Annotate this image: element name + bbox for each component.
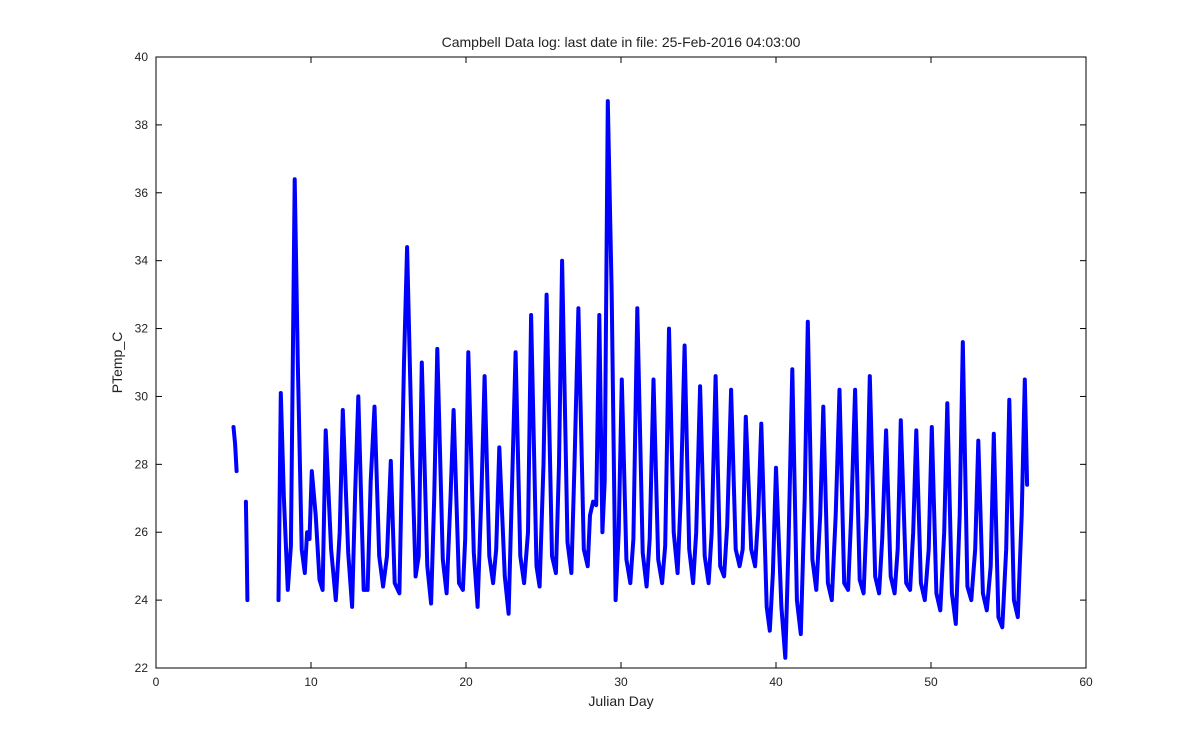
x-axis-title: Julian Day bbox=[588, 693, 653, 709]
series-layer bbox=[231, 99, 1030, 660]
ptemp-series-line bbox=[243, 499, 250, 603]
y-tick-label: 30 bbox=[135, 389, 149, 403]
y-tick-label: 22 bbox=[135, 661, 149, 675]
y-tick-label: 28 bbox=[135, 457, 149, 471]
axis-ticks: 0 10 20 30 40 50 60 22 24 26 28 30 32 34 36 38 40 bbox=[135, 50, 1093, 689]
y-tick-label: 38 bbox=[135, 118, 149, 132]
x-tick-label: 30 bbox=[614, 675, 628, 689]
y-tick-label: 40 bbox=[135, 50, 149, 64]
ptemp-series-line bbox=[276, 99, 1030, 660]
x-tick-label: 10 bbox=[304, 675, 318, 689]
x-tick-label: 60 bbox=[1079, 675, 1093, 689]
y-tick-label: 24 bbox=[135, 593, 149, 607]
ptemp-series-line bbox=[231, 425, 239, 474]
x-tick-label: 50 bbox=[924, 675, 938, 689]
y-tick-label: 32 bbox=[135, 322, 149, 336]
y-tick-label: 36 bbox=[135, 186, 149, 200]
y-axis-title: PTemp_C bbox=[109, 332, 125, 393]
y-tick-label: 34 bbox=[135, 254, 149, 268]
y-tick-label: 26 bbox=[135, 525, 149, 539]
x-tick-label: 40 bbox=[769, 675, 783, 689]
x-tick-label: 0 bbox=[153, 675, 160, 689]
x-tick-label: 20 bbox=[459, 675, 473, 689]
plot-area-frame bbox=[155, 56, 1087, 669]
chart-title: Campbell Data log: last date in file: 25… bbox=[442, 34, 801, 50]
